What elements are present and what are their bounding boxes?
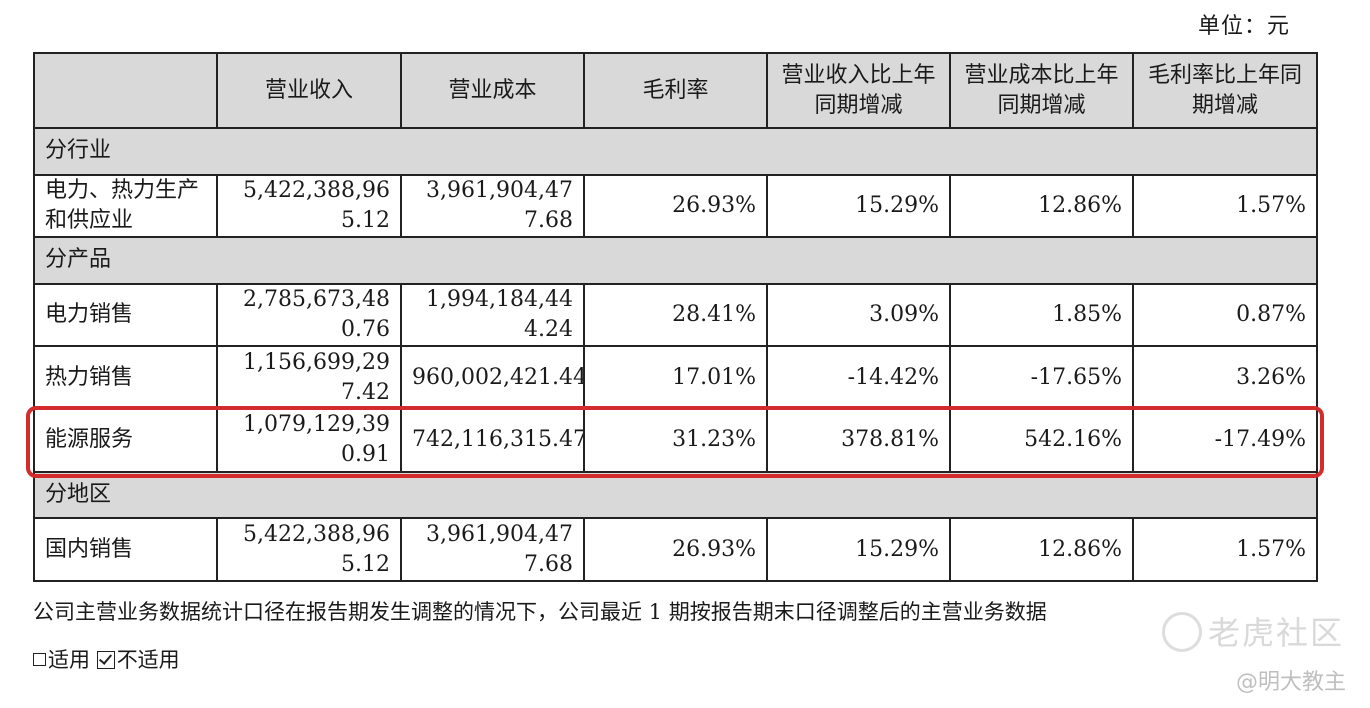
cell-revenue: 5,422,388,965.12	[216, 173, 402, 239]
row-name: 电力、热力生产和供应业	[33, 173, 218, 239]
cell-cost-change: 1.85%	[949, 282, 1134, 348]
cell-margin-change: 1.57%	[1132, 173, 1318, 239]
cell-margin: 31.23%	[583, 408, 768, 473]
section-title: 分地区	[33, 470, 1318, 520]
header-revenue-change: 营业收入比上年同期增减	[766, 52, 951, 129]
table-row-highlighted: 能源服务 1,079,129,390.91 742,116,315.47 31.…	[33, 408, 1318, 473]
watermark-brand-text: 老虎社区	[1207, 614, 1344, 652]
option-applicable-label: 适用	[48, 648, 90, 672]
table-row: 电力销售 2,785,673,480.76 1,994,184,444.24 2…	[33, 282, 1318, 348]
header-blank	[33, 52, 218, 129]
cell-margin: 26.93%	[583, 517, 768, 582]
cell-revenue-change: 15.29%	[766, 517, 951, 582]
header-cost: 营业成本	[400, 52, 585, 129]
section-title: 分产品	[33, 236, 1318, 285]
footnote: 公司主营业务数据统计口径在报告期发生调整的情况下，公司最近 1 期按报告期末口径…	[33, 600, 1047, 624]
section-title: 分行业	[33, 127, 1318, 176]
section-row-region: 分地区	[33, 470, 1318, 520]
option-not-applicable-label: 不适用	[116, 648, 180, 672]
table-row: 热力销售 1,156,699,297.42 960,002,421.44 17.…	[33, 345, 1318, 411]
row-name: 电力销售	[33, 282, 218, 348]
cell-margin-change: 0.87%	[1132, 282, 1318, 348]
cell-cost: 742,116,315.47	[400, 408, 585, 473]
cell-revenue: 1,079,129,390.91	[216, 408, 402, 473]
cell-revenue: 5,422,388,965.12	[216, 517, 402, 582]
cell-cost-change: -17.65%	[949, 345, 1134, 411]
cell-margin-change: 3.26%	[1132, 345, 1318, 411]
checkbox-applicable[interactable]	[33, 653, 46, 666]
cell-cost-change: 12.86%	[949, 517, 1134, 582]
cell-revenue: 1,156,699,297.42	[216, 345, 402, 411]
cell-revenue: 2,785,673,480.76	[216, 282, 402, 348]
main-business-table: 营业收入 营业成本 毛利率 营业收入比上年同期增减 营业成本比上年同期增减 毛利…	[33, 52, 1318, 582]
table-header-row: 营业收入 营业成本 毛利率 营业收入比上年同期增减 营业成本比上年同期增减 毛利…	[33, 52, 1318, 129]
cell-cost-change: 542.16%	[949, 408, 1134, 473]
header-revenue: 营业收入	[216, 52, 402, 129]
checkbox-not-applicable[interactable]	[96, 650, 115, 669]
header-cost-change: 营业成本比上年同期增减	[949, 52, 1134, 129]
cell-revenue-change: 15.29%	[766, 173, 951, 239]
section-row-industry: 分行业	[33, 127, 1318, 176]
cell-cost-change: 12.86%	[949, 173, 1134, 239]
cell-revenue-change: 378.81%	[766, 408, 951, 473]
row-name: 能源服务	[33, 408, 218, 473]
cell-cost: 3,961,904,477.68	[400, 173, 585, 239]
cell-revenue-change: -14.42%	[766, 345, 951, 411]
unit-label: 单位：元	[1197, 14, 1290, 39]
cell-margin-change: 1.57%	[1132, 517, 1318, 582]
header-margin-change: 毛利率比上年同期增减	[1132, 52, 1318, 129]
section-row-product: 分产品	[33, 236, 1318, 285]
header-margin: 毛利率	[583, 52, 768, 129]
row-name: 热力销售	[33, 345, 218, 411]
watermark-author: @明大教主	[1235, 670, 1346, 695]
cell-margin-change: -17.49%	[1132, 408, 1318, 473]
applicability-options: 适用 不适用	[33, 644, 180, 674]
cell-cost: 960,002,421.44	[400, 345, 585, 411]
cell-revenue-change: 3.09%	[766, 282, 951, 348]
table-row: 国内销售 5,422,388,965.12 3,961,904,477.68 2…	[33, 517, 1318, 582]
row-name: 国内销售	[33, 517, 218, 582]
cell-margin: 26.93%	[583, 173, 768, 239]
cell-cost: 1,994,184,444.24	[400, 282, 585, 348]
cell-margin: 17.01%	[583, 345, 768, 411]
cell-margin: 28.41%	[583, 282, 768, 348]
cell-cost: 3,961,904,477.68	[400, 517, 585, 582]
table-row: 电力、热力生产和供应业 5,422,388,965.12 3,961,904,4…	[33, 173, 1318, 239]
tiger-logo-icon	[1161, 612, 1202, 652]
watermark-brand: 老虎社区	[1161, 608, 1344, 655]
